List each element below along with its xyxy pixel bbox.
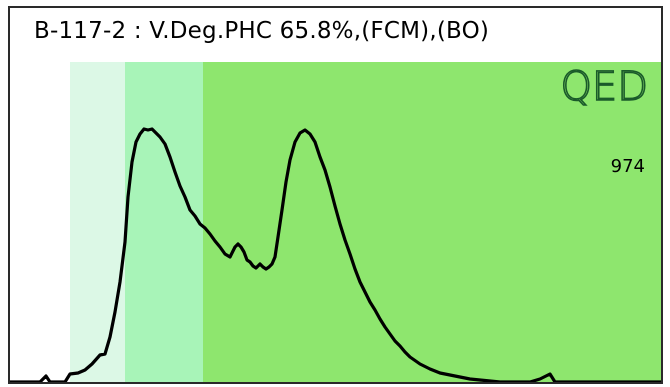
gate-region-2: [125, 62, 203, 382]
qed-logo-text: QED: [560, 64, 648, 110]
title-bar: B-117-2 : V.Deg.PHC 65.8%,(FCM),(BO): [10, 8, 661, 64]
histogram-svg: QED 974: [10, 62, 661, 382]
gate-region-3: [203, 62, 661, 382]
gate-regions: [70, 62, 661, 382]
histogram-curve: [10, 127, 661, 382]
plot-area: QED 974: [10, 62, 661, 382]
chart-frame: B-117-2 : V.Deg.PHC 65.8%,(FCM),(BO) QED…: [8, 6, 663, 384]
peak-count-label: 974: [611, 156, 645, 177]
chart-title: B-117-2 : V.Deg.PHC 65.8%,(FCM),(BO): [34, 18, 490, 44]
gate-region-1: [70, 62, 125, 382]
qed-logo: QED: [560, 63, 649, 111]
